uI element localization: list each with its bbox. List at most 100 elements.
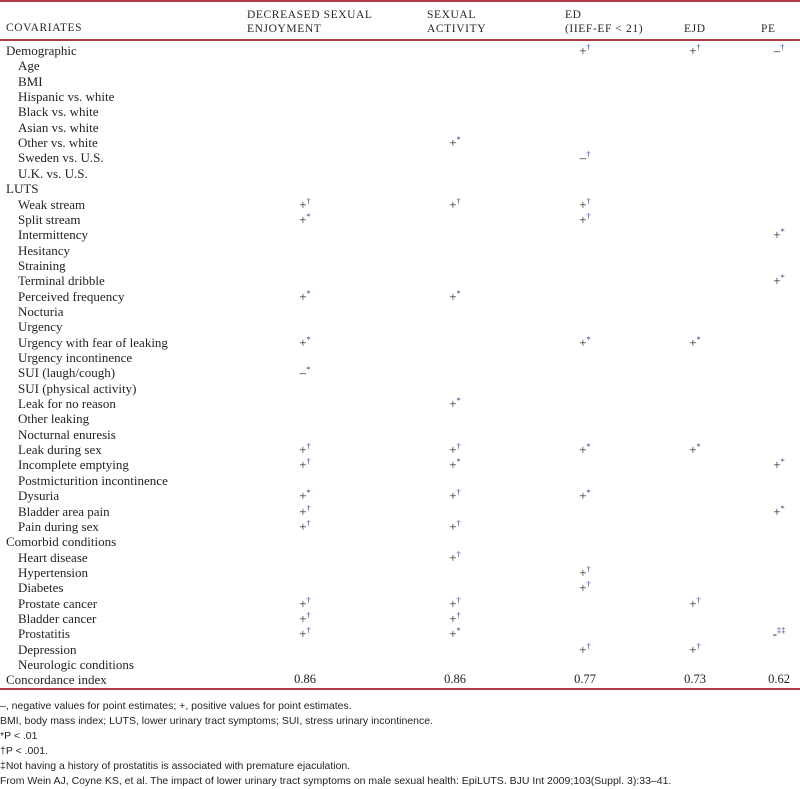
header-sexual-activity-line2: ACTIVITY (427, 23, 487, 35)
table-row: Age (0, 58, 800, 73)
table-row: Pain during sex +† +† (0, 519, 800, 534)
footnote: †P < .001. (0, 745, 48, 757)
header-decreased-sexual-enjoyment-line2: ENJOYMENT (247, 23, 322, 35)
row-label: SUI (laugh/cough) (18, 365, 116, 381)
table-row: Split stream +* +† (0, 212, 800, 227)
significance-cell: +† (689, 42, 701, 58)
significance-cell: +† (689, 594, 701, 611)
row-label: U.K. vs. U.S. (18, 165, 88, 181)
significance-cell: +† (449, 594, 461, 611)
row-label: Comorbid conditions (6, 534, 117, 550)
table-row: Hispanic vs. white (0, 89, 800, 104)
concordance-value: 0.73 (684, 672, 706, 687)
significance-cell: +† (449, 609, 461, 626)
table-row: Urgency with fear of leaking +* +* +* (0, 333, 800, 350)
significance-cell: +† (449, 195, 461, 212)
footnote: BMI, body mass index; LUTS, lower urinar… (0, 715, 433, 727)
footnote: *P < .01 (0, 730, 38, 742)
significance-cell: +† (299, 456, 311, 473)
significance-cell: +† (299, 609, 311, 626)
table-row: Sweden vs. U.S. –† (0, 150, 800, 165)
significance-cell: +* (689, 441, 701, 458)
table-row: Prostatitis +† +* -‡‡ (0, 626, 800, 641)
table-row: Leak during sex +† +† +* +* (0, 442, 800, 457)
concordance-value: 0.77 (574, 672, 596, 687)
significance-cell: +* (689, 333, 701, 350)
row-label: Age (18, 58, 40, 74)
significance-cell: +* (773, 502, 785, 519)
footnote: From Wein AJ, Coyne KS, et al. The impac… (0, 775, 672, 787)
row-label: Diabetes (18, 580, 64, 596)
table-row: Other leaking (0, 411, 800, 426)
significance-cell: +† (449, 441, 461, 458)
row-label: Demographic (6, 43, 77, 58)
significance-cell: +* (299, 287, 311, 304)
significance-cell: -‡‡ (772, 625, 786, 642)
header-sexual-activity-line1: SEXUAL (427, 9, 476, 21)
significance-cell: +* (449, 287, 461, 304)
table-row: SUI (laugh/cough) –* (0, 365, 800, 380)
row-label: Neurologic conditions (18, 657, 134, 672)
significance-cell: +* (773, 272, 785, 289)
header-ed-line1: ED (565, 9, 582, 21)
significance-cell: +† (299, 517, 311, 534)
row-label: Dysuria (18, 488, 60, 504)
significance-cell: +† (299, 594, 311, 611)
significance-cell: +† (299, 625, 311, 642)
row-label: Straining (18, 257, 66, 273)
row-label: Other leaking (18, 411, 90, 427)
row-label: Asian vs. white (18, 119, 99, 135)
table-category-row: Concordance index 0.86 0.86 0.77 0.73 0.62 (0, 672, 800, 687)
table-row: Perceived frequency +* +* (0, 287, 800, 304)
top-rule (0, 0, 800, 2)
table-row: BMI (0, 74, 800, 89)
table-row: Nocturnal enuresis (0, 427, 800, 442)
table-row: Bladder area pain +† +* (0, 502, 800, 519)
row-label: Black vs. white (18, 104, 99, 120)
concordance-value: 0.86 (294, 672, 316, 687)
significance-cell: +* (579, 333, 591, 350)
row-label: Split stream (18, 211, 81, 227)
row-label: Incomplete emptying (18, 457, 129, 473)
row-label: Hypertension (18, 564, 89, 580)
header-decreased-sexual-enjoyment-line1: DECREASED SEXUAL (247, 9, 373, 21)
significance-cell: +* (299, 487, 311, 504)
table-row: Incomplete emptying +† +* +* (0, 457, 800, 472)
table-row: Hypertension +† (0, 565, 800, 580)
row-label: Urgency with fear of leaking (18, 334, 168, 350)
table-row: Nocturia (0, 304, 800, 319)
significance-cell: +* (449, 395, 461, 412)
table-row: Intermittency +* (0, 227, 800, 242)
row-label: BMI (18, 73, 43, 89)
row-label: Concordance index (6, 672, 107, 688)
table-row: Prostate cancer +† +† +† (0, 594, 800, 611)
table-row: Black vs. white (0, 104, 800, 119)
table-row: Weak stream +† +† +† (0, 195, 800, 212)
row-label: Hesitancy (18, 242, 70, 258)
significance-cell: +† (449, 517, 461, 534)
table-row: Dysuria +* +† +* (0, 488, 800, 503)
header-rule (0, 39, 800, 41)
row-label: Urgency (18, 319, 63, 335)
row-label: Terminal dribble (18, 273, 105, 289)
row-label: Intermittency (18, 227, 89, 243)
significance-cell: –† (579, 149, 591, 166)
table-row: SUI (physical activity) (0, 381, 800, 396)
row-label: Hispanic vs. white (18, 89, 115, 105)
significance-cell: +* (579, 441, 591, 458)
table-row: Neurologic conditions (0, 657, 800, 672)
table-row: Other vs. white +* (0, 135, 800, 150)
table-category-row: LUTS (0, 181, 800, 196)
row-label: Postmicturition incontinence (18, 472, 168, 488)
header-covariates: COVARIATES (6, 22, 83, 34)
row-label: Leak during sex (18, 442, 102, 458)
table-category-row: Demographic +† +† –† (0, 43, 800, 58)
table-row: Straining (0, 258, 800, 273)
significance-cell: +† (299, 441, 311, 458)
row-label: Nocturnal enuresis (18, 426, 116, 442)
significance-cell: +† (579, 579, 591, 596)
table-footnotes: –, negative values for point estimates; … (0, 699, 800, 789)
row-label: Sweden vs. U.S. (18, 150, 104, 166)
table-row: Asian vs. white (0, 120, 800, 135)
significance-cell: +† (579, 640, 591, 657)
